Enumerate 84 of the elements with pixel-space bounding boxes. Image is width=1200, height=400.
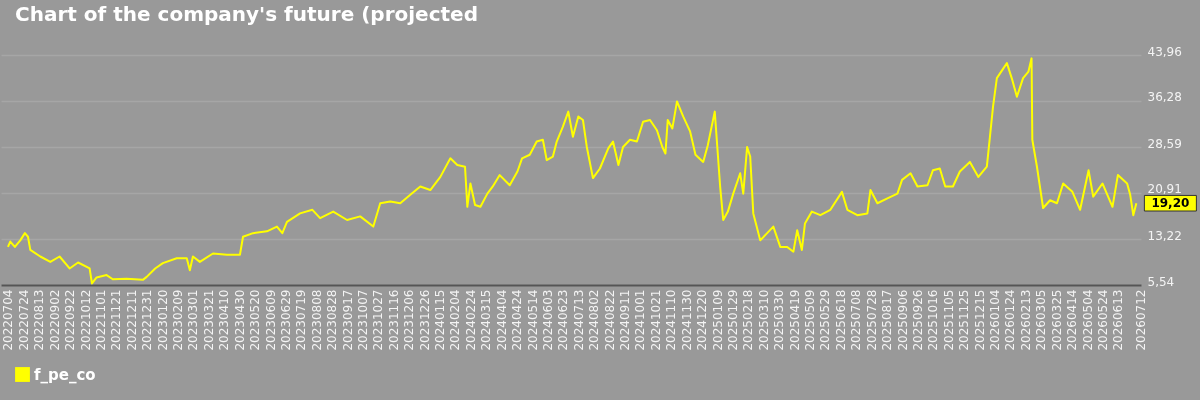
x-tick-label: 20250129 xyxy=(725,289,740,351)
x-tick-label: 20250906 xyxy=(895,289,910,351)
x-tick-label: 20241110 xyxy=(664,289,679,351)
x-tick-label: 20230520 xyxy=(248,289,263,351)
y-tick-label: 5,54 xyxy=(1147,274,1175,289)
x-tick-label: 20221012 xyxy=(78,289,93,351)
x-tick-label: 20251105 xyxy=(941,289,956,351)
x-tick-label: 20230609 xyxy=(263,289,278,351)
x-tick-label: 20230719 xyxy=(294,289,309,351)
x-tick-label: 20250529 xyxy=(818,289,833,351)
x-tick-label: 20231116 xyxy=(386,289,401,351)
x-tick-label: 20230828 xyxy=(325,289,340,351)
x-tick-label: 20260613 xyxy=(1111,289,1126,351)
x-tick-label: 20260213 xyxy=(1018,289,1033,351)
x-tick-label: 20240911 xyxy=(618,289,633,351)
x-tick-label: 20221211 xyxy=(124,289,139,351)
x-tick-label: 20260104 xyxy=(988,289,1003,351)
chart-title: Chart of the company's future (projected xyxy=(15,2,478,26)
legend-label: f_pe_co xyxy=(34,365,96,384)
annotation: 19,20 xyxy=(1151,196,1190,211)
x-tick-label: 20240315 xyxy=(479,289,494,351)
y-tick-label: 43,96 xyxy=(1147,44,1182,59)
x-tick-label: 20250817 xyxy=(880,289,895,351)
x-tick-label: 20221231 xyxy=(140,289,155,351)
x-tick-label: 20231007 xyxy=(356,289,370,351)
x-tick-label: 20250218 xyxy=(741,289,756,351)
x-tick-label: 20241001 xyxy=(633,289,648,351)
x-tick-label: 20240822 xyxy=(602,289,617,351)
x-tick-label: 20251016 xyxy=(926,289,941,351)
x-tick-label: 20240603 xyxy=(540,289,555,351)
x-tick-label: 20251125 xyxy=(957,289,972,351)
x-tick-label: 20230410 xyxy=(217,289,232,351)
x-tick-label: 20250509 xyxy=(803,289,818,351)
x-tick-label: 20220813 xyxy=(32,289,47,351)
x-tick-label: 20230209 xyxy=(171,289,186,351)
x-tick-label: 20241220 xyxy=(695,289,710,351)
x-tick-label: 20240204 xyxy=(448,289,463,351)
x-tick-label: 20240802 xyxy=(587,289,602,351)
x-tick-label: 20240514 xyxy=(525,289,540,351)
x-tick-label: 20260504 xyxy=(1080,289,1095,351)
x-tick-label: 20220922 xyxy=(63,289,78,351)
x-tick-label: 20220902 xyxy=(47,289,62,351)
x-tick-label: 20241130 xyxy=(679,289,694,351)
x-tick-label: 20250310 xyxy=(756,289,771,351)
x-tick-label: 20240224 xyxy=(463,289,478,351)
y-tick-label: 36,28 xyxy=(1147,90,1182,105)
x-tick-label: 20221101 xyxy=(93,289,108,351)
x-tick-label: 20250419 xyxy=(787,289,802,351)
x-tick-label: 20231226 xyxy=(417,289,432,351)
x-tick-label: 20221121 xyxy=(109,289,124,351)
x-tick-label: 20231027 xyxy=(371,289,386,351)
x-tick-label: 20250330 xyxy=(772,289,787,351)
x-tick-label: 20260325 xyxy=(1049,289,1064,351)
x-tick-label: 20260524 xyxy=(1095,289,1110,351)
x-tick-label: 20250618 xyxy=(833,289,848,351)
x-tick-label: 20240424 xyxy=(510,289,525,351)
x-tick-label: 20240713 xyxy=(571,289,586,351)
x-tick-label: 20231206 xyxy=(402,289,417,351)
x-tick-label: 20220704 xyxy=(1,289,16,351)
x-tick-label: 20230430 xyxy=(232,289,247,351)
x-tick-label: 20230301 xyxy=(186,289,201,351)
x-tick-label: 20230120 xyxy=(155,289,170,351)
x-tick-label: 20250728 xyxy=(864,289,879,351)
x-tick-label: 20251215 xyxy=(972,289,987,351)
x-tick-label: 20260124 xyxy=(1003,289,1018,351)
y-tick-label: 13,22 xyxy=(1147,228,1182,243)
x-tick-label: 20230917 xyxy=(340,289,355,351)
x-tick-label: 20220724 xyxy=(16,289,31,351)
x-tick-label: 20230629 xyxy=(278,289,293,351)
x-tick-label: 20250708 xyxy=(849,289,864,351)
x-tick-label: 20260414 xyxy=(1065,289,1080,351)
x-tick-label: 20240115 xyxy=(433,289,448,351)
x-tick-label: 20240623 xyxy=(556,289,571,351)
x-tick-label: 20240404 xyxy=(494,289,509,351)
x-tick-label: 20230808 xyxy=(309,289,324,351)
x-tick-label: 20230321 xyxy=(201,289,216,351)
x-tick-label: 20241021 xyxy=(648,289,663,351)
y-tick-label: 28,59 xyxy=(1147,136,1182,151)
x-tick-label: 20260712 xyxy=(1133,289,1148,351)
line-series xyxy=(6,57,1138,285)
x-tick-label: 20260305 xyxy=(1034,289,1049,351)
y-tick-label: 20,91 xyxy=(1147,182,1182,197)
x-tick-label: 20250926 xyxy=(910,289,925,351)
x-tick-label: 20250109 xyxy=(710,289,725,351)
